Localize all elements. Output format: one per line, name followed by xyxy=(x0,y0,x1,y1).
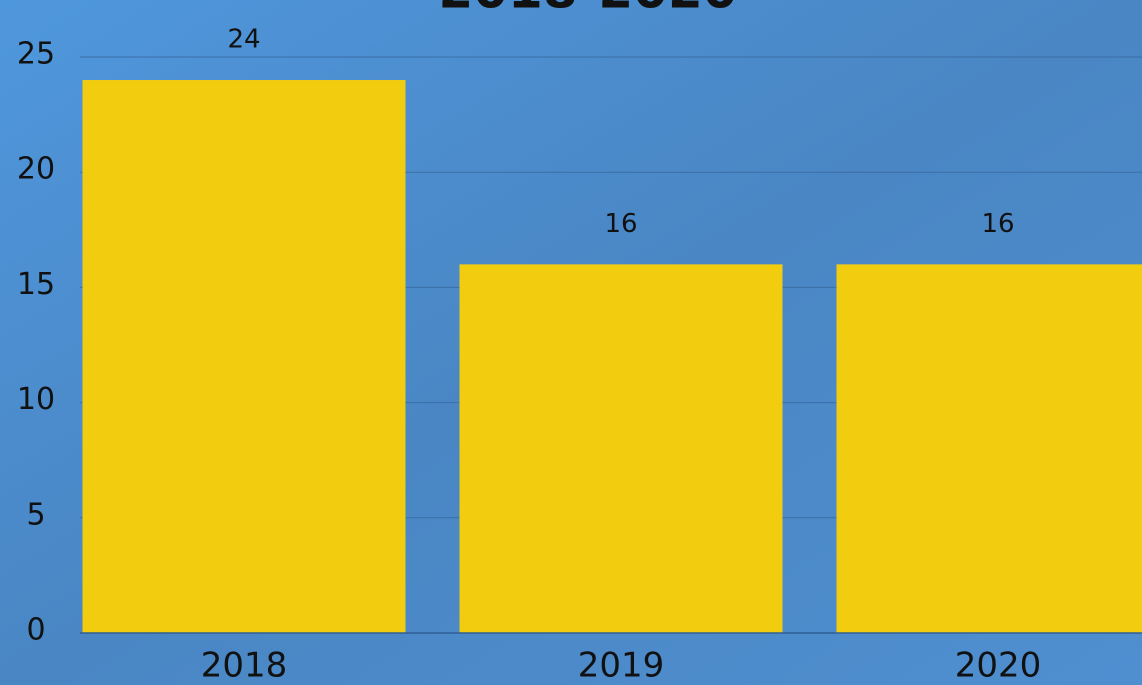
x-tick-label: 2018 xyxy=(201,646,288,685)
y-tick-label: 10 xyxy=(17,382,55,417)
bar xyxy=(82,80,406,634)
x-tick-label: 2020 xyxy=(955,646,1042,685)
y-tick-label: 0 xyxy=(26,613,45,648)
bar xyxy=(836,264,1142,633)
x-tick-label: 2019 xyxy=(578,646,665,685)
y-tick-label: 15 xyxy=(17,267,55,302)
value-label: 24 xyxy=(227,25,260,55)
y-tick-label: 5 xyxy=(26,497,45,532)
bar xyxy=(459,264,783,633)
y-tick-label: 25 xyxy=(17,37,55,72)
y-tick-label: 20 xyxy=(17,152,55,187)
value-label: 16 xyxy=(604,209,637,239)
value-label: 16 xyxy=(981,209,1014,239)
chart-title: 2018-2020 xyxy=(438,0,737,20)
